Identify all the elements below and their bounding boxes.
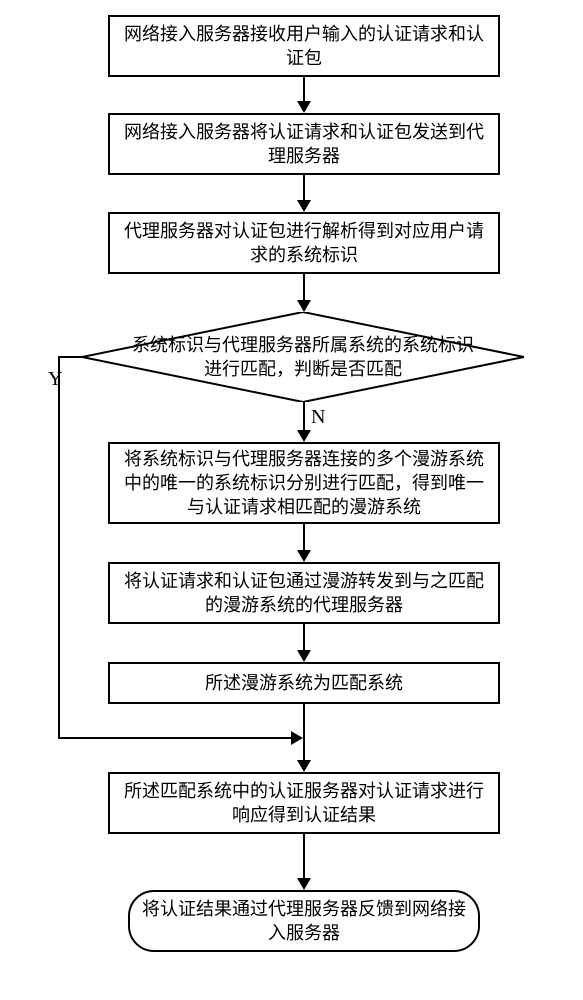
node-text: 将认证请求和认证包通过漫游转发到与之匹配的漫游系统的代理服务器 [120,569,488,618]
arrow-down-icon [297,650,311,662]
terminal-node-8: 将认证结果通过代理服务器反馈到网络接入服务器 [128,890,480,952]
process-node-6: 所述漫游系统为匹配系统 [108,662,500,704]
arrow-down-icon [297,300,311,312]
arrow-down-icon [297,878,311,890]
node-text: 将认证结果通过代理服务器反馈到网络接入服务器 [140,897,468,946]
edge-line [303,624,305,650]
edge-line [303,704,305,760]
edge-line [58,356,82,358]
process-node-5: 将认证请求和认证包通过漫游转发到与之匹配的漫游系统的代理服务器 [108,562,500,624]
arrow-down-icon [297,760,311,772]
decision-node-1: 系统标识与代理服务器所属系统的系统标识进行匹配，判断是否匹配 [82,312,524,402]
process-node-4: 将系统标识与代理服务器连接的多个漫游系统中的唯一的系统标识分别进行匹配，得到唯一… [108,442,500,524]
node-text: 所述匹配系统中的认证服务器对认证请求进行响应得到认证结果 [120,779,488,828]
edge-line [303,524,305,550]
edge-line [303,834,305,878]
edge-line [58,737,291,739]
process-node-3: 代理服务器对认证包进行解析得到对应用户请求的系统标识 [108,212,500,274]
node-text: 代理服务器对认证包进行解析得到对应用户请求的系统标识 [120,219,488,268]
edge-line [303,274,305,300]
process-node-2: 网络接入服务器将认证请求和认证包发送到代理服务器 [108,113,500,175]
process-node-7: 所述匹配系统中的认证服务器对认证请求进行响应得到认证结果 [108,772,500,834]
node-text: 将系统标识与代理服务器连接的多个漫游系统中的唯一的系统标识分别进行匹配，得到唯一… [120,447,488,520]
edge-line [303,77,305,101]
node-text: 网络接入服务器将认证请求和认证包发送到代理服务器 [120,120,488,169]
edge-line [303,402,305,430]
arrow-down-icon [297,200,311,212]
flowchart-canvas: 网络接入服务器接收用户输入的认证请求和认证包 网络接入服务器将认证请求和认证包发… [0,0,583,1000]
edge-line [58,356,60,737]
edge-line [303,175,305,200]
arrow-down-icon [297,550,311,562]
decision-label-no: N [311,406,325,429]
arrow-right-icon [291,731,303,745]
node-text: 网络接入服务器接收用户输入的认证请求和认证包 [120,22,488,71]
decision-label-yes: Y [48,368,62,391]
node-text: 系统标识与代理服务器所属系统的系统标识进行匹配，判断是否匹配 [130,333,476,382]
arrow-down-icon [297,430,311,442]
node-text: 所述漫游系统为匹配系统 [205,671,403,695]
arrow-down-icon [297,101,311,113]
process-node-1: 网络接入服务器接收用户输入的认证请求和认证包 [108,15,500,77]
